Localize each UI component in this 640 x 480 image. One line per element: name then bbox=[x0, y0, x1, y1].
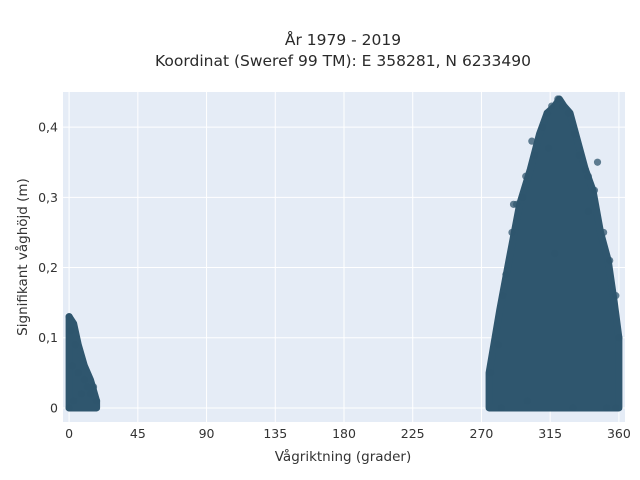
scatter-point bbox=[89, 383, 98, 391]
scatter-point bbox=[548, 102, 556, 110]
scatter-point bbox=[543, 109, 551, 117]
scatter-point bbox=[584, 172, 592, 180]
scatter-point bbox=[593, 158, 602, 166]
scatter-point bbox=[523, 397, 531, 405]
scatter-point bbox=[554, 95, 562, 103]
scatter-point bbox=[83, 383, 92, 391]
scatter-point bbox=[612, 292, 620, 300]
y-tick-label: 0,3 bbox=[38, 190, 58, 205]
y-axis-label: Signifikant våghöjd (m) bbox=[14, 178, 31, 336]
x-axis-ticks: 0 45 90 135 180 225 270 315 360 bbox=[65, 426, 631, 441]
x-tick-label: 90 bbox=[199, 426, 215, 441]
scatter-point bbox=[606, 256, 614, 265]
scatter-point bbox=[569, 404, 577, 412]
x-tick-label: 315 bbox=[538, 426, 562, 441]
x-tick-label: 225 bbox=[401, 426, 425, 441]
scatter-point bbox=[499, 292, 507, 300]
scatter-point bbox=[70, 397, 78, 405]
scatter-point bbox=[612, 404, 620, 412]
scatter-point bbox=[65, 404, 73, 412]
y-tick-label: 0,2 bbox=[38, 260, 58, 275]
scatter-point bbox=[92, 397, 101, 405]
scatter-point bbox=[68, 362, 76, 370]
y-tick-label: 0,1 bbox=[38, 330, 58, 345]
x-axis-label: Vågriktning (grader) bbox=[275, 448, 412, 465]
scatter-point bbox=[512, 200, 521, 208]
scatter-point bbox=[538, 123, 547, 131]
scatter-point bbox=[86, 390, 95, 398]
scatter-point bbox=[65, 313, 73, 321]
scatter-point bbox=[600, 228, 608, 237]
scatter-point bbox=[74, 369, 82, 377]
x-tick-label: 0 bbox=[65, 426, 73, 441]
x-tick-label: 135 bbox=[263, 426, 287, 441]
scatter-point bbox=[615, 334, 623, 342]
scatter-point bbox=[575, 151, 583, 159]
scatter-point bbox=[508, 228, 516, 237]
scatter-point bbox=[584, 207, 592, 215]
scatter-points bbox=[65, 95, 623, 412]
scatter-point bbox=[564, 109, 573, 117]
scatter-point bbox=[497, 404, 505, 412]
scatter-point bbox=[571, 130, 579, 138]
scatter-point bbox=[590, 186, 599, 194]
scatter-point bbox=[67, 327, 75, 335]
x-tick-label: 270 bbox=[470, 426, 494, 441]
x-tick-label: 360 bbox=[607, 426, 631, 441]
scatter-point bbox=[581, 165, 589, 173]
y-tick-label: 0 bbox=[50, 400, 58, 415]
scatter-point bbox=[71, 341, 79, 349]
y-tick-label: 0,4 bbox=[38, 120, 58, 135]
scatter-point bbox=[558, 102, 566, 110]
x-tick-label: 180 bbox=[332, 426, 356, 441]
x-tick-label: 45 bbox=[130, 426, 146, 441]
scatter-point bbox=[494, 341, 502, 349]
scatter-point bbox=[531, 151, 539, 159]
chart-title: År 1979 - 2019 bbox=[285, 30, 401, 49]
y-axis-ticks: 0 0,1 0,2 0,3 0,4 bbox=[38, 120, 58, 416]
scatter-point bbox=[603, 404, 611, 412]
chart-subtitle: Koordinat (Sweref 99 TM): E 358281, N 62… bbox=[155, 52, 531, 70]
scatter-point bbox=[545, 144, 553, 152]
scatter-point bbox=[77, 390, 85, 398]
scatter-point bbox=[528, 137, 536, 145]
scatter-point bbox=[487, 369, 495, 377]
scatter-point bbox=[519, 193, 527, 201]
scatter-point bbox=[80, 376, 88, 384]
scatter-point bbox=[551, 249, 559, 258]
scatter-point bbox=[502, 270, 510, 279]
scatter-point bbox=[522, 172, 530, 180]
